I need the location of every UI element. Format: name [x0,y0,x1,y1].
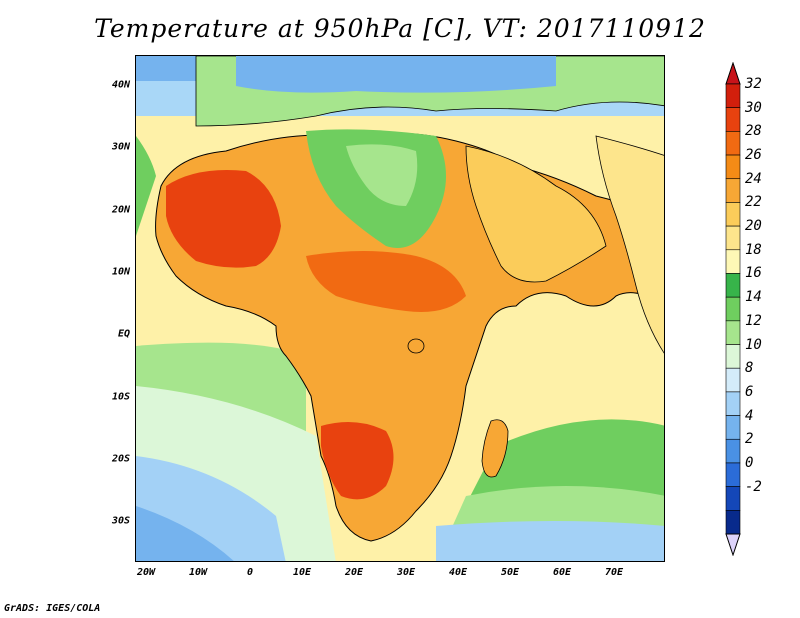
colorbar-level-label: 28 [745,123,762,140]
lon-label-70e: 70E [604,567,624,578]
madagascar [481,419,509,478]
temperature-map [135,55,665,562]
colorbar-level-label: 6 [745,383,754,400]
colorbar-level-label: 22 [745,194,762,211]
lat-label-20s: 20S [111,453,130,465]
colorbar-level-label: 2 [745,431,754,448]
indian-subcontinent [595,135,664,354]
colorbar-swatch [725,486,741,511]
colorbar-swatch [725,462,741,487]
colorbar-level-label: 0 [745,454,754,471]
colorbar-level-label: 20 [745,218,762,235]
colorbar-swatch [725,320,741,345]
colorbar-level-label: 32 [745,76,762,92]
colorbar-swatch [725,391,741,416]
colorbar-swatch [725,225,741,251]
colorbar-level-label: 16 [745,265,762,282]
lon-label-10e: 10E [292,567,312,578]
lon-label-10w: 10W [188,567,208,578]
grads-credit: GrADS: IGES/COLA [4,603,101,614]
lake-victoria [407,338,425,354]
colorbar-swatch [725,438,741,464]
colorbar-level-label: 30 [745,99,762,116]
lon-label-50e: 50E [500,567,520,578]
colorbar [725,62,741,556]
south-atlantic-cold [136,506,234,561]
colorbar-level-label: -2 [745,478,762,495]
lat-label-30n: 30N [111,141,130,153]
lat-label-10n: 10N [111,266,130,278]
lon-label-0: 0 [246,567,254,578]
colorbar-level-label: 8 [745,360,754,377]
colorbar-swatch [725,202,741,227]
colorbar-swatch [725,83,741,108]
lon-label-60e: 60E [552,567,572,578]
colorbar-bottom-triangle [725,533,741,556]
lat-label-20n: 20N [111,204,130,216]
colorbar-swatch [725,107,741,132]
lon-label-20w: 20W [136,567,156,578]
colorbar-level-label: 4 [745,407,754,424]
colorbar-swatch [725,273,741,298]
colorbar-level-label: 18 [745,241,762,258]
indian-ocean-cool [436,521,664,561]
lon-label-20e: 20E [344,567,364,578]
colorbar-level-label: 12 [745,312,762,329]
west-africa-hot [166,170,281,268]
northern-africa-pale [346,144,418,206]
atlantic-north-green [136,136,156,236]
colorbar-swatch [725,296,741,322]
map-canvas [136,56,664,561]
europe-cold [236,56,556,93]
lon-label-40e: 40E [448,567,468,578]
lat-label-eq: EQ [117,328,130,340]
colorbar-swatch [725,367,741,393]
colorbar-level-label: 24 [745,170,762,187]
arabian-peninsula [465,145,607,283]
colorbar-level-label: 10 [745,336,762,353]
colorbar-swatch [725,510,741,535]
lat-label-10s: 10S [111,391,130,403]
colorbar-level-label: 14 [745,289,762,306]
map-title: Temperature at 950hPa [C], VT: 201711091… [94,14,706,43]
colorbar-level-label: 26 [745,147,762,164]
southern-africa-hot [321,422,394,500]
colorbar-top-triangle [725,62,741,85]
lon-label-30e: 30E [396,567,416,578]
colorbar-swatch [725,415,741,440]
lat-label-40n: 40N [111,79,130,91]
colorbar-swatch [725,344,741,369]
colorbar-swatch [725,154,741,180]
lat-label-30s: 30S [111,515,130,527]
central-sahel-hot [306,251,466,312]
colorbar-swatch [725,131,741,156]
colorbar-swatch [725,249,741,274]
colorbar-swatch [725,178,741,203]
